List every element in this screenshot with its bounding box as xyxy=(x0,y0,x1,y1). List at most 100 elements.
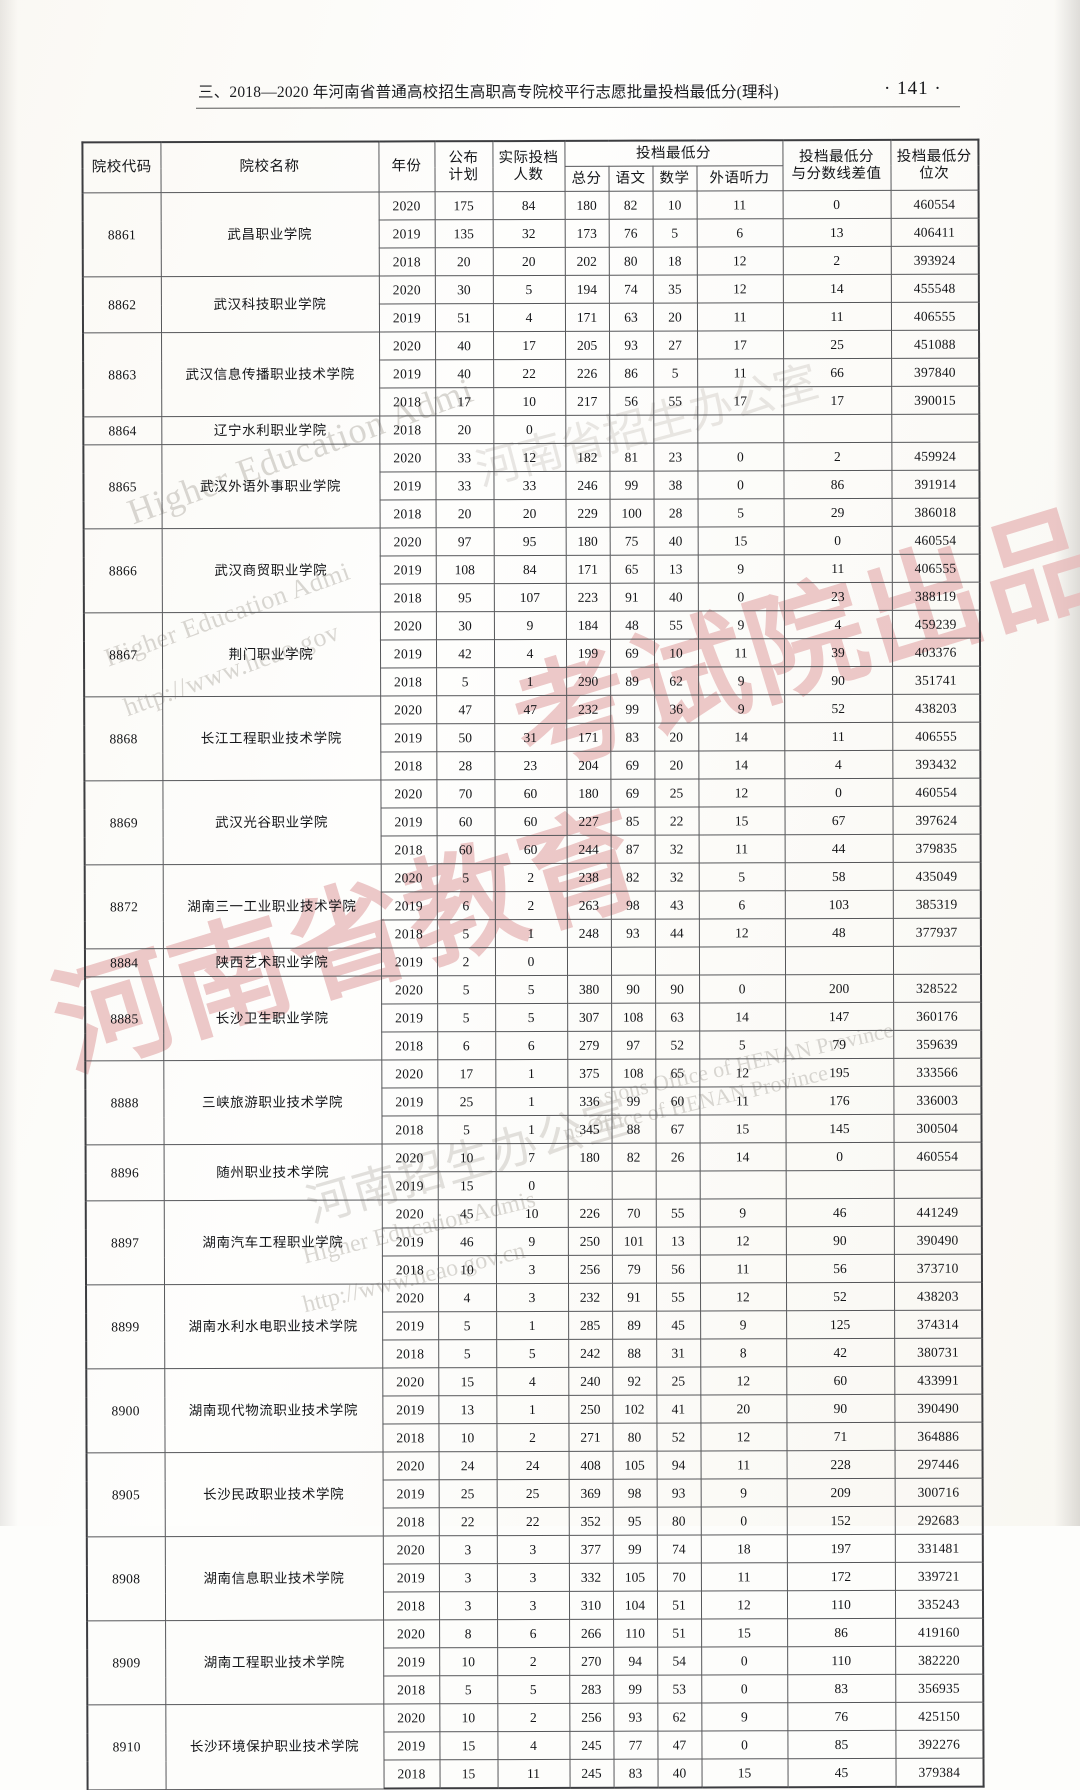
cell-plan: 30 xyxy=(434,275,493,304)
cell-actual: 22 xyxy=(493,359,566,388)
col-header-math: 数学 xyxy=(652,165,697,192)
cell-english-listening-score: 20 xyxy=(700,1394,787,1423)
cell-score-diff: 25 xyxy=(783,330,892,359)
cell-score-diff: 4 xyxy=(783,610,892,639)
cell-math-score: 62 xyxy=(654,666,699,696)
cell-actual: 6 xyxy=(495,1031,568,1060)
cell-math-score: 55 xyxy=(656,1282,701,1312)
cell-math-score: 51 xyxy=(656,1590,702,1620)
cell-plan: 24 xyxy=(438,1451,497,1480)
cell-plan: 20 xyxy=(435,415,494,444)
cell-math-score: 43 xyxy=(654,890,699,920)
cell-chinese-score: 48 xyxy=(609,611,654,640)
cell-rank: 300716 xyxy=(894,1478,983,1507)
cell-school-name: 武汉光谷职业学院 xyxy=(162,779,381,865)
cell-year: 2020 xyxy=(378,275,435,304)
table-row: 8909 湖南工程职业技术学院 2020 8 6 266 110 51 15 86 419160 xyxy=(87,1618,984,1705)
cell-year: 2018 xyxy=(379,415,436,444)
cell-total-score: 238 xyxy=(566,863,611,892)
cell-rank: 406411 xyxy=(890,218,979,247)
cell-school-code: 8867 xyxy=(83,612,163,697)
cell-actual: 95 xyxy=(493,527,566,556)
cell-rank: 331481 xyxy=(894,1534,983,1563)
cell-rank: 328522 xyxy=(893,974,982,1003)
cell-school-name: 荆门职业学院 xyxy=(161,611,381,697)
cell-math-score: 23 xyxy=(653,442,698,472)
cell-chinese-score: 93 xyxy=(609,331,654,360)
cell-score-diff: 200 xyxy=(785,974,894,1003)
cell-total-score: 227 xyxy=(566,807,611,836)
cell-english-listening-score: 12 xyxy=(696,274,783,303)
table-row: 8867 荆门职业学院 2020 30 9 184 48 55 9 4 459239 xyxy=(83,610,980,697)
page-number: · 141 · xyxy=(884,78,942,99)
cell-total-score: 266 xyxy=(569,1619,614,1648)
cell-actual: 20 xyxy=(492,247,565,276)
cell-math-score: 74 xyxy=(656,1534,701,1564)
cell-math-score: 13 xyxy=(653,554,698,584)
cell-total-score xyxy=(565,415,610,444)
cell-score-diff: 147 xyxy=(785,1002,894,1031)
cell-year: 2019 xyxy=(379,359,436,388)
cell-english-listening-score: 12 xyxy=(698,778,785,807)
cell-score-diff: 103 xyxy=(784,890,893,919)
cell-plan: 108 xyxy=(435,555,494,584)
cell-english-listening-score: 9 xyxy=(698,666,785,695)
cell-math-score: 94 xyxy=(656,1450,701,1480)
cell-year: 2020 xyxy=(380,863,437,892)
cell-actual: 2 xyxy=(494,863,567,892)
cell-chinese-score: 76 xyxy=(608,219,653,248)
col-header-rank: 投档最低分 位次 xyxy=(890,139,979,191)
cell-chinese-score: 74 xyxy=(608,275,653,304)
table-row: 8861 武昌职业学院 2020 175 84 180 82 10 11 0 460554 xyxy=(82,190,979,277)
page-edge-shadow-left xyxy=(0,0,18,1526)
cell-chinese-score: 82 xyxy=(610,863,655,892)
cell-year: 2019 xyxy=(383,1647,440,1676)
cell-actual: 4 xyxy=(492,303,566,332)
cell-plan: 47 xyxy=(436,695,495,724)
cell-rank: 297446 xyxy=(894,1450,983,1479)
cell-math-score: 44 xyxy=(654,918,699,948)
cell-actual: 10 xyxy=(495,1199,568,1228)
cell-rank: 460554 xyxy=(892,778,981,807)
cell-actual: 24 xyxy=(496,1451,569,1480)
cell-actual: 1 xyxy=(494,667,567,696)
cell-school-code: 8869 xyxy=(84,780,163,865)
col-header-code: 院校代码 xyxy=(82,142,161,193)
cell-year: 2020 xyxy=(383,1703,440,1732)
cell-score-diff: 42 xyxy=(786,1338,895,1367)
cell-rank: 393924 xyxy=(890,246,979,275)
cell-year: 2019 xyxy=(382,1479,439,1508)
cell-school-code: 8872 xyxy=(84,864,163,949)
cell-math-score: 40 xyxy=(657,1758,702,1788)
col-header-plan-line2: 计划 xyxy=(448,166,479,183)
cell-english-listening-score: 11 xyxy=(699,1254,787,1283)
table-row: 8897 湖南汽车工程职业学院 2020 45 10 226 70 55 9 46 441249 xyxy=(85,1198,982,1285)
cell-actual: 1 xyxy=(495,1059,568,1088)
cell-chinese-score: 99 xyxy=(613,1675,658,1704)
cell-total-score: 270 xyxy=(569,1647,614,1676)
cell-plan: 25 xyxy=(437,1087,496,1116)
cell-actual: 0 xyxy=(495,1171,568,1200)
cell-year: 2018 xyxy=(379,583,436,612)
cell-score-diff: 29 xyxy=(783,498,892,527)
cell-score-diff: 176 xyxy=(785,1086,894,1115)
cell-year: 2020 xyxy=(382,1283,439,1312)
cell-actual: 1 xyxy=(496,1311,569,1340)
cell-chinese-score: 86 xyxy=(609,359,654,388)
cell-plan: 5 xyxy=(439,1675,498,1704)
cell-school-code: 8865 xyxy=(83,444,162,529)
cell-english-listening-score: 15 xyxy=(701,1618,788,1647)
col-header-rank-line2: 位次 xyxy=(919,165,950,182)
cell-math-score: 10 xyxy=(652,190,697,220)
cell-math-score: 63 xyxy=(655,1002,700,1032)
cell-english-listening-score: 5 xyxy=(699,1030,786,1059)
cell-year: 2019 xyxy=(380,723,437,752)
cell-rank: 438203 xyxy=(892,694,981,723)
cell-score-diff: 197 xyxy=(786,1534,895,1563)
cell-total-score: 226 xyxy=(567,1199,612,1228)
cell-total-score xyxy=(567,1171,612,1200)
cell-rank: 406555 xyxy=(891,554,980,583)
col-header-diff: 投档最低分 与分数线差值 xyxy=(782,139,891,191)
cell-total-score: 283 xyxy=(569,1675,614,1704)
table-body: 8861 武昌职业学院 2020 175 84 180 82 10 11 0 460554 2019 1… xyxy=(82,190,984,1790)
